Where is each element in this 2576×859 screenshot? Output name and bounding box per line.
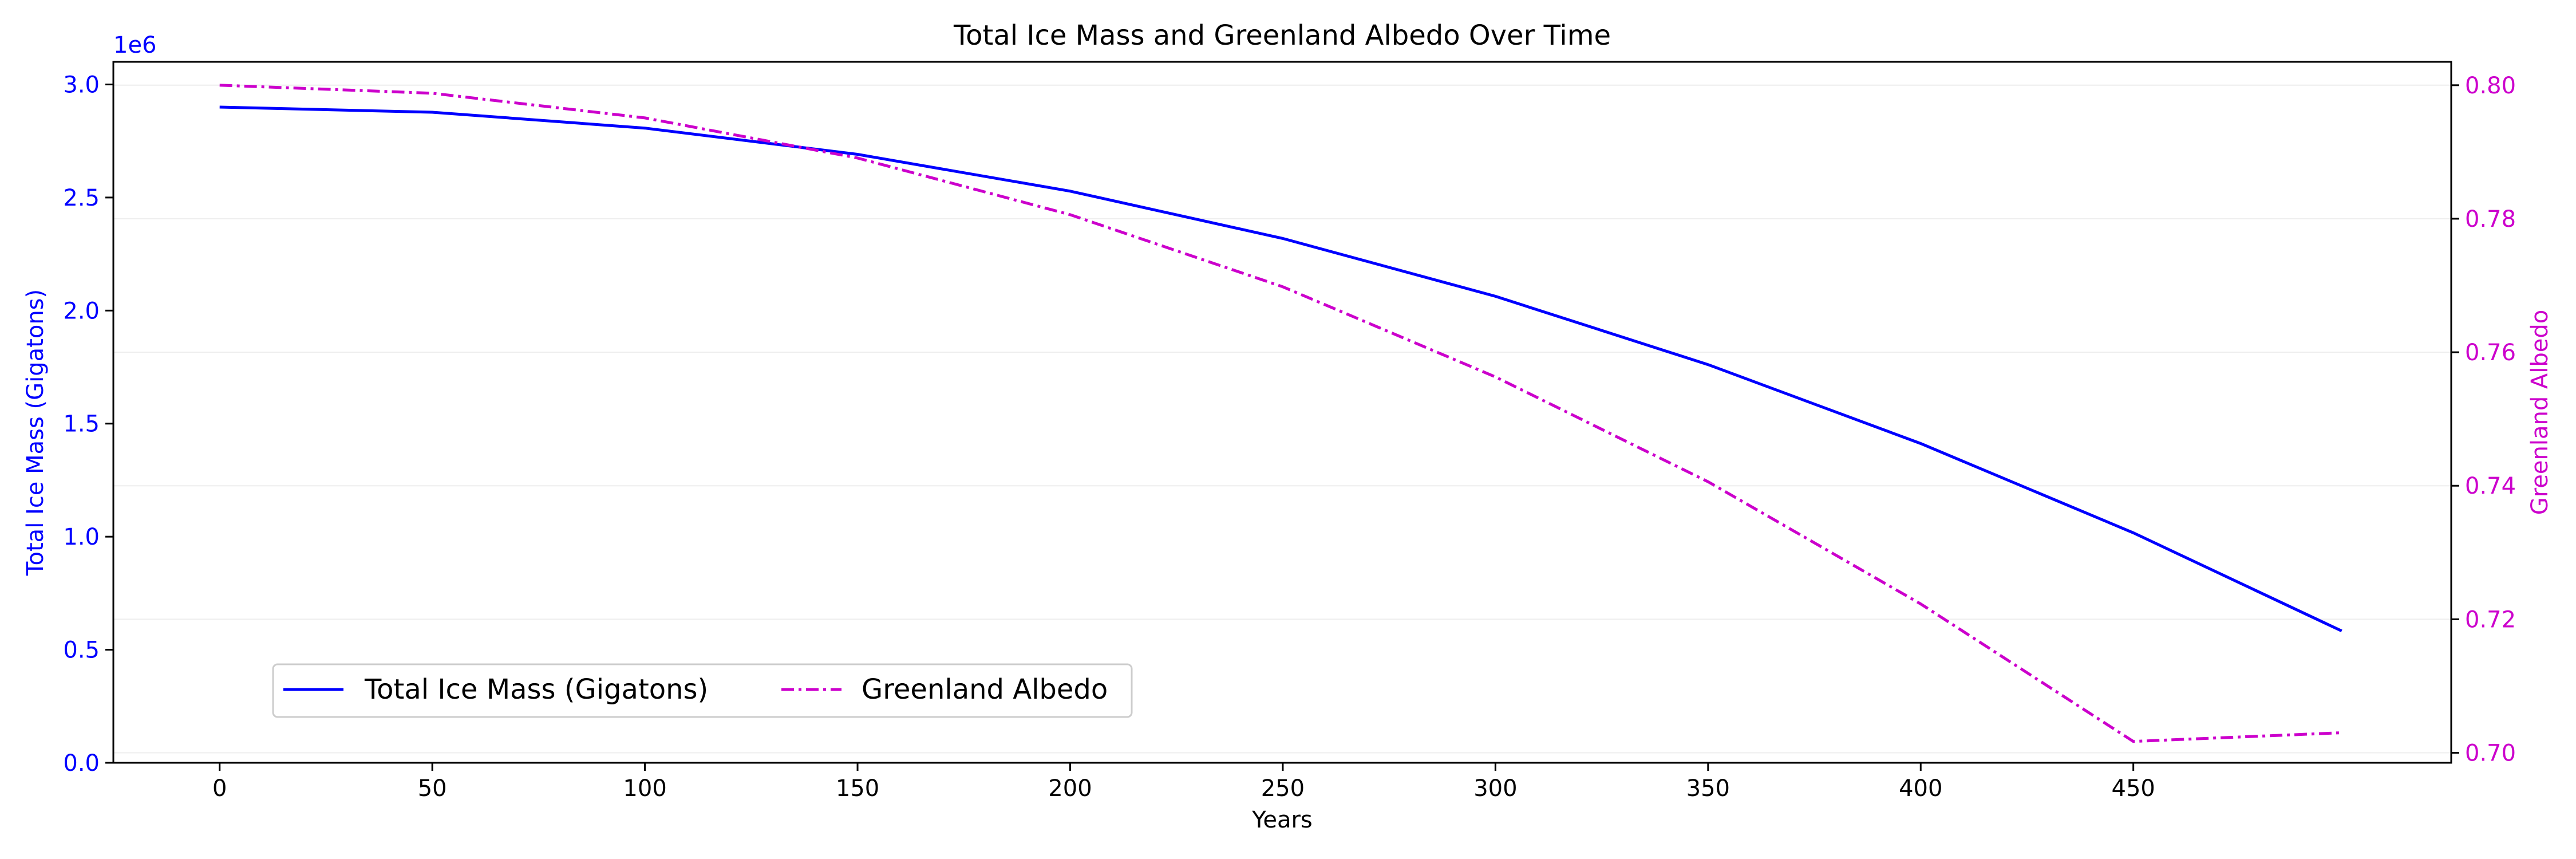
x-tick-label-8: 400	[1899, 775, 1942, 802]
y-left-tick-label-6: 3.0	[63, 72, 100, 98]
x-tick-label-4: 200	[1048, 775, 1092, 802]
legend: Total Ice Mass (Gigatons) Greenland Albe…	[272, 663, 1133, 718]
y-right-tick-label-4: 0.78	[2465, 206, 2516, 233]
y-left-tick-label-3: 1.5	[63, 411, 100, 438]
y-right-tick-label-1: 0.72	[2465, 606, 2516, 633]
x-axis-ticks: 0 50 100 150 200 250 300 350 400 450	[212, 763, 2155, 802]
legend-box	[272, 663, 1133, 718]
y-left-axis-label: Total Ice Mass (Gigatons)	[22, 289, 49, 576]
chart-title: Total Ice Mass and Greenland Albedo Over…	[953, 19, 1611, 52]
y-right-tick-label-3: 0.76	[2465, 340, 2516, 366]
y-left-tick-label-1: 0.5	[63, 637, 100, 664]
plot-frame	[112, 61, 2452, 764]
y-right-axis-label: Greenland Albedo	[2527, 310, 2553, 515]
y-right-tick-label-2: 0.74	[2465, 473, 2516, 499]
y-right-tick-label-0: 0.70	[2465, 740, 2516, 767]
y-left-tick-label-0: 0.0	[63, 750, 100, 777]
series-line-greenland-albedo	[219, 84, 2342, 743]
x-tick-label-6: 300	[1473, 775, 1517, 802]
y-left-axis-ticks: 0.0 0.5 1.0 1.5 2.0 2.5 3.0	[63, 72, 113, 777]
y-left-tick-label-5: 2.5	[63, 185, 100, 211]
x-tick-label-1: 50	[418, 775, 447, 802]
series-line-total-ice-mass	[219, 105, 2342, 633]
grid-lines	[113, 84, 2451, 754]
y-right-tick-label-5: 0.80	[2465, 73, 2516, 99]
y-left-tick-label-2: 1.0	[63, 524, 100, 550]
legend-label-ice-mass: Total Ice Mass (Gigatons)	[364, 673, 708, 706]
x-tick-label-0: 0	[212, 775, 227, 802]
x-tick-label-5: 250	[1261, 775, 1305, 802]
plot-series	[219, 84, 2342, 743]
x-tick-label-3: 150	[836, 775, 879, 802]
legend-label-albedo: Greenland Albedo	[862, 673, 1108, 706]
x-axis-label: Years	[1251, 807, 1313, 833]
y-right-axis-ticks: 0.70 0.72 0.74 0.76 0.78 0.80	[2451, 73, 2516, 767]
x-tick-label-7: 350	[1686, 775, 1730, 802]
x-tick-label-9: 450	[2112, 775, 2155, 802]
y-left-offset-text: 1e6	[113, 32, 157, 58]
y-left-tick-label-4: 2.0	[63, 298, 100, 324]
x-tick-label-2: 100	[623, 775, 666, 802]
